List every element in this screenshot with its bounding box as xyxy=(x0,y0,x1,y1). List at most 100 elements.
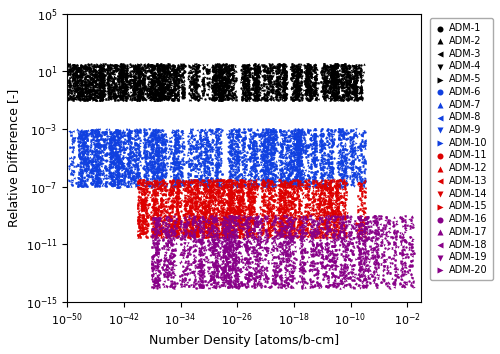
ADM-3 xyxy=(110,87,118,93)
ADM-13 xyxy=(277,180,285,186)
ADM-11 xyxy=(267,178,275,183)
ADM-19 xyxy=(338,276,346,281)
ADM-18 xyxy=(182,223,190,228)
ADM-7 xyxy=(356,147,364,153)
ADM-12 xyxy=(328,194,336,200)
ADM-16 xyxy=(160,262,168,268)
ADM-18 xyxy=(212,284,220,289)
ADM-5 xyxy=(161,96,169,102)
ADM-9 xyxy=(89,174,97,180)
ADM-2 xyxy=(295,65,303,70)
ADM-9 xyxy=(234,157,242,163)
ADM-1 xyxy=(322,77,330,83)
ADM-20 xyxy=(226,213,234,219)
ADM-15 xyxy=(140,196,148,202)
ADM-19 xyxy=(252,239,260,245)
ADM-3 xyxy=(87,75,95,81)
ADM-19 xyxy=(186,246,194,252)
ADM-4 xyxy=(165,75,173,81)
ADM-14 xyxy=(239,192,247,198)
ADM-7 xyxy=(295,145,303,150)
ADM-11 xyxy=(196,195,203,201)
ADM-12 xyxy=(318,206,326,212)
ADM-8 xyxy=(176,135,184,141)
ADM-11 xyxy=(307,211,315,217)
ADM-9 xyxy=(216,139,224,144)
ADM-1 xyxy=(272,88,280,93)
ADM-15 xyxy=(305,182,313,188)
ADM-18 xyxy=(394,274,402,279)
ADM-5 xyxy=(185,62,193,67)
ADM-11 xyxy=(192,214,200,220)
ADM-2 xyxy=(302,68,310,74)
ADM-9 xyxy=(194,155,202,160)
ADM-12 xyxy=(226,201,234,206)
ADM-11 xyxy=(302,184,310,190)
ADM-1 xyxy=(160,77,168,83)
ADM-9 xyxy=(160,140,168,145)
ADM-11 xyxy=(330,209,338,214)
ADM-11 xyxy=(140,202,148,208)
ADM-9 xyxy=(186,164,194,170)
ADM-18 xyxy=(244,229,252,235)
ADM-15 xyxy=(144,202,152,208)
ADM-9 xyxy=(149,146,157,152)
ADM-20 xyxy=(312,231,320,237)
ADM-19 xyxy=(406,234,414,239)
ADM-8 xyxy=(312,145,320,151)
ADM-3 xyxy=(70,97,78,102)
ADM-3 xyxy=(200,64,208,70)
ADM-9 xyxy=(152,152,160,157)
ADM-1 xyxy=(210,64,218,70)
ADM-2 xyxy=(324,88,332,93)
ADM-2 xyxy=(334,90,342,96)
ADM-7 xyxy=(248,165,256,170)
ADM-1 xyxy=(158,96,166,102)
ADM-8 xyxy=(269,154,277,160)
ADM-16 xyxy=(232,274,240,279)
ADM-20 xyxy=(224,229,232,234)
ADM-12 xyxy=(193,228,201,234)
ADM-13 xyxy=(166,209,174,215)
ADM-11 xyxy=(260,182,268,188)
ADM-2 xyxy=(344,91,352,96)
ADM-3 xyxy=(116,86,124,92)
ADM-3 xyxy=(110,65,118,71)
ADM-5 xyxy=(66,95,74,101)
ADM-5 xyxy=(168,80,176,86)
ADM-14 xyxy=(168,226,176,232)
ADM-17 xyxy=(282,266,290,272)
ADM-1 xyxy=(171,78,179,83)
ADM-5 xyxy=(306,63,314,69)
ADM-1 xyxy=(212,76,220,81)
ADM-8 xyxy=(200,137,208,142)
ADM-17 xyxy=(340,244,347,249)
ADM-7 xyxy=(330,149,338,154)
ADM-2 xyxy=(72,73,80,79)
ADM-3 xyxy=(208,96,216,101)
ADM-9 xyxy=(130,163,138,169)
ADM-15 xyxy=(220,178,228,184)
ADM-10 xyxy=(256,133,264,139)
ADM-3 xyxy=(104,81,112,86)
ADM-4 xyxy=(342,74,350,80)
ADM-5 xyxy=(220,69,228,75)
ADM-3 xyxy=(94,68,102,73)
ADM-19 xyxy=(277,233,285,238)
ADM-2 xyxy=(121,74,129,80)
ADM-20 xyxy=(371,253,379,258)
ADM-2 xyxy=(227,63,235,68)
ADM-3 xyxy=(68,84,76,89)
ADM-14 xyxy=(237,209,245,214)
ADM-9 xyxy=(95,132,103,138)
ADM-18 xyxy=(318,218,326,224)
ADM-7 xyxy=(172,165,179,171)
ADM-20 xyxy=(366,263,374,268)
ADM-17 xyxy=(342,218,350,224)
ADM-5 xyxy=(191,77,199,83)
ADM-5 xyxy=(217,79,225,85)
ADM-7 xyxy=(346,148,354,154)
ADM-15 xyxy=(246,211,254,217)
ADM-3 xyxy=(116,62,124,67)
ADM-9 xyxy=(118,153,126,159)
